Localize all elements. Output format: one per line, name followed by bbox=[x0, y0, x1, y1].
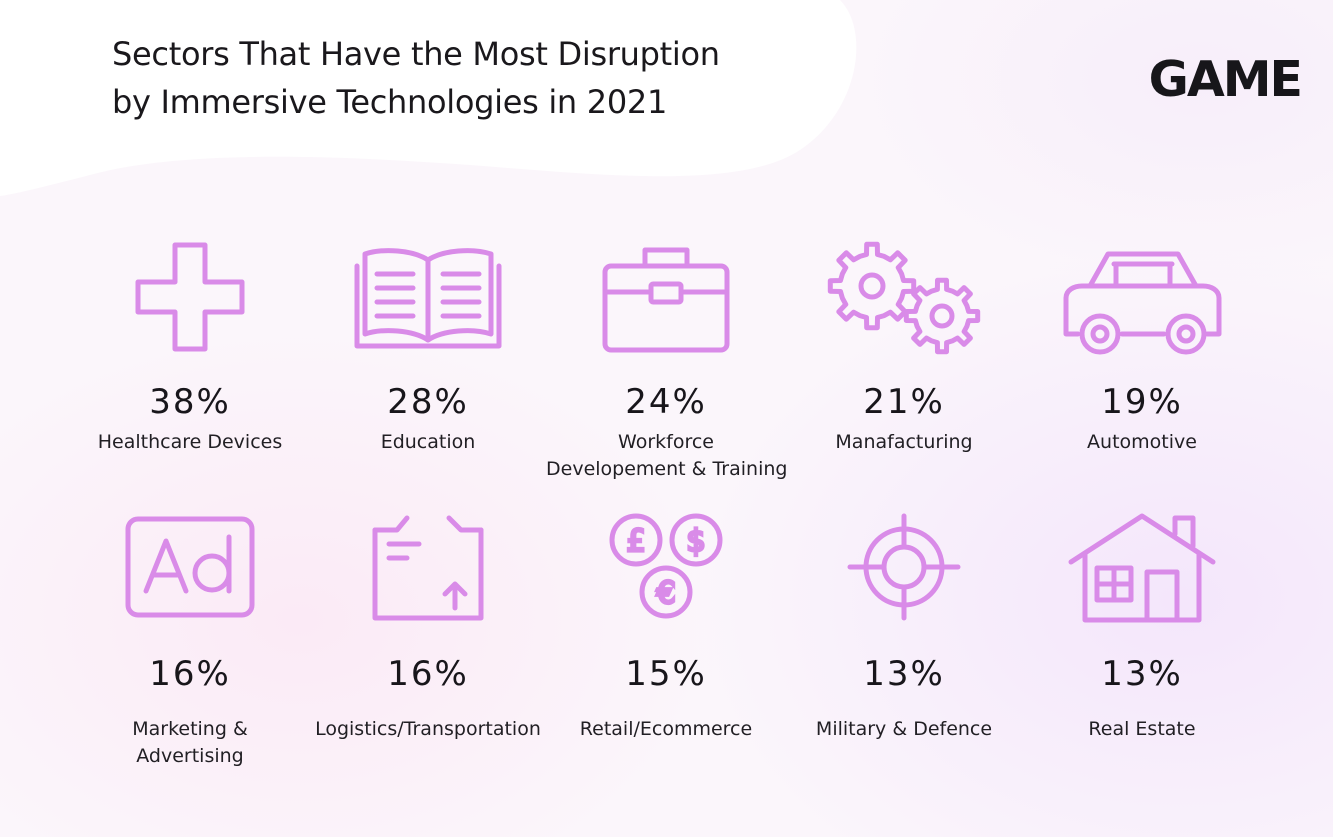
category-label: Healthcare Devices bbox=[70, 429, 310, 456]
game-logo: GAME bbox=[1148, 51, 1303, 108]
gears-icon bbox=[784, 232, 1024, 362]
category-label-line: Workforce bbox=[618, 431, 714, 453]
category-label: Workforce Developement & Training bbox=[546, 429, 788, 483]
value-label: 28% bbox=[387, 382, 469, 422]
value-label: 16% bbox=[149, 654, 231, 694]
house-icon bbox=[1022, 502, 1262, 632]
svg-text:€: € bbox=[656, 576, 675, 611]
open-book-icon bbox=[308, 232, 548, 362]
value-label: 19% bbox=[1101, 382, 1183, 422]
svg-text:$: $ bbox=[686, 524, 705, 559]
svg-text:£: £ bbox=[626, 524, 645, 559]
value-label: 15% bbox=[625, 654, 707, 694]
category-label: Manafacturing bbox=[784, 429, 1024, 456]
category-label-line: Developement & Training bbox=[546, 458, 788, 480]
gear-hole bbox=[929, 303, 955, 328]
category-label: Real Estate bbox=[1022, 716, 1262, 743]
currency-coins-icon: £ $ € bbox=[546, 502, 786, 632]
category-label-line: Logistics/Transportation bbox=[315, 718, 541, 740]
chart-title-line-1: Sectors That Have the Most Disruption bbox=[112, 35, 720, 73]
category-label-line: Retail/Ecommerce bbox=[579, 718, 753, 740]
category-label-line: Manafacturing bbox=[835, 431, 973, 453]
category-label: Military & Defence bbox=[784, 716, 1024, 743]
gear-hole bbox=[858, 272, 886, 299]
category-label-line: Real Estate bbox=[1088, 718, 1196, 740]
gear-outline bbox=[827, 241, 917, 330]
value-label: 13% bbox=[863, 654, 945, 694]
category-label: Logistics/Transportation bbox=[308, 716, 548, 743]
category-label: Education bbox=[308, 429, 548, 456]
parcel-icon bbox=[308, 502, 548, 632]
category-label-line: Automotive bbox=[1087, 431, 1197, 453]
car-icon bbox=[1022, 232, 1262, 362]
value-label: 16% bbox=[387, 654, 469, 694]
category-label: Retail/Ecommerce bbox=[546, 716, 786, 743]
toolbox-icon bbox=[546, 232, 786, 362]
category-label-line: Marketing & bbox=[132, 718, 248, 740]
category-label: Marketing & Advertising bbox=[70, 716, 310, 770]
crosshair-icon bbox=[784, 502, 1024, 632]
value-label: 21% bbox=[863, 382, 945, 422]
value-label: 13% bbox=[1101, 654, 1183, 694]
value-label: 24% bbox=[625, 382, 707, 422]
category-label-line: Military & Defence bbox=[815, 718, 993, 740]
category-label-line: Healthcare Devices bbox=[97, 431, 283, 453]
category-label: Automotive bbox=[1022, 429, 1262, 456]
ad-icon bbox=[70, 502, 310, 632]
value-label: 38% bbox=[149, 382, 231, 422]
gear-outline bbox=[903, 277, 981, 354]
category-label-line: Advertising bbox=[136, 745, 244, 767]
plus-icon bbox=[70, 232, 310, 362]
chart-title: Sectors That Have the Most Disruption by… bbox=[112, 30, 720, 126]
chart-title-line-2: by Immersive Technologies in 2021 bbox=[112, 83, 668, 121]
category-label-line: Education bbox=[380, 431, 476, 453]
